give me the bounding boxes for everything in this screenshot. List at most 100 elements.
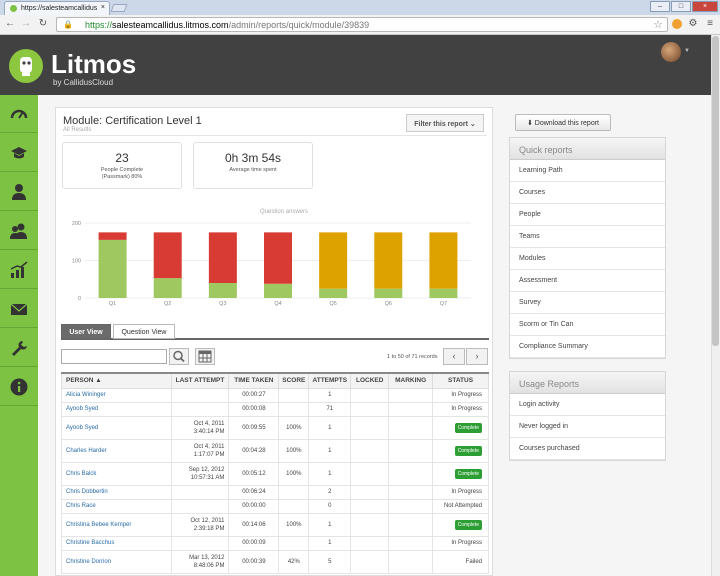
new-tab-button[interactable] xyxy=(110,4,128,12)
person-link[interactable]: Christine Bacchus xyxy=(61,535,172,551)
chevron-left-icon: ‹ xyxy=(452,351,456,361)
sidebar-item-dashboard[interactable] xyxy=(0,95,38,133)
person-link[interactable]: Ayoob Syed xyxy=(61,401,172,417)
column-header-attempts[interactable]: ATTEMPTS xyxy=(308,372,352,389)
person-link[interactable]: Chris Dobbertin xyxy=(61,484,172,500)
sidebar-item-settings[interactable] xyxy=(0,329,38,367)
score-cell xyxy=(278,387,310,403)
search-button[interactable] xyxy=(169,348,189,365)
quick-report-assessment[interactable]: Assessment xyxy=(510,270,665,292)
search-input[interactable] xyxy=(61,349,167,364)
person-link[interactable]: Christina Bebee Kemper xyxy=(61,512,172,537)
quick-report-compliance-summary[interactable]: Compliance Summary xyxy=(510,336,665,358)
quick-report-modules[interactable]: Modules xyxy=(510,248,665,270)
column-header-time-taken[interactable]: TIME TAKEN xyxy=(228,372,280,389)
sidebar-item-teams[interactable] xyxy=(0,212,38,250)
person-link[interactable]: Christine Dorrion xyxy=(61,549,172,574)
score-cell xyxy=(278,401,310,417)
bar-segment[interactable] xyxy=(264,232,292,284)
person-link[interactable]: Charles Harder xyxy=(61,438,172,463)
bar-segment[interactable] xyxy=(208,232,237,283)
bar-segment[interactable] xyxy=(429,288,458,298)
bar-segment[interactable] xyxy=(208,283,237,298)
usage-reports-panel: Usage Reports Login activity Never logged… xyxy=(509,371,666,461)
marking-cell xyxy=(388,438,434,463)
bar-segment[interactable] xyxy=(319,288,348,298)
sidebar-item-people[interactable] xyxy=(0,173,38,211)
usage-report-courses-purchased[interactable]: Courses purchased xyxy=(510,438,665,460)
attempts-cell: 1 xyxy=(308,461,352,486)
extension-icon[interactable] xyxy=(672,19,682,29)
window-maximize-button[interactable]: □ xyxy=(671,1,691,12)
bar-segment[interactable] xyxy=(98,232,127,240)
bookmark-star-icon[interactable]: ☆ xyxy=(653,19,663,31)
tab-close-icon[interactable]: × xyxy=(100,4,105,11)
sidebar-item-info[interactable] xyxy=(0,368,38,406)
settings-gear-icon[interactable]: ⚙ xyxy=(688,18,698,29)
column-header-status[interactable]: STATUS xyxy=(432,372,489,389)
forward-icon[interactable]: → xyxy=(21,18,31,29)
bar-segment[interactable] xyxy=(153,232,182,279)
bar-segment[interactable] xyxy=(429,232,458,289)
time-taken-cell: 00:06:24 xyxy=(228,484,280,500)
bar-segment[interactable] xyxy=(374,232,403,289)
last-attempt-time: 3:40:14 PM xyxy=(193,428,225,435)
prev-page-button[interactable]: ‹ xyxy=(443,348,465,365)
stat-label-line2: (Passmark) 80% xyxy=(101,174,143,180)
scrollbar-thumb[interactable] xyxy=(712,36,719,346)
quick-report-courses[interactable]: Courses xyxy=(510,182,665,204)
sidebar-item-messages[interactable] xyxy=(0,290,38,328)
url-path: /admin/reports/quick/module/39839 xyxy=(228,20,370,30)
column-header-score[interactable]: SCORE xyxy=(278,372,310,389)
quick-report-people[interactable]: People xyxy=(510,204,665,226)
bar-segment[interactable] xyxy=(153,278,182,298)
table-row: Charles Harder Oct 4, 2011 1:17:07 PM 00:04… xyxy=(61,438,489,463)
bar-segment[interactable] xyxy=(264,283,292,298)
next-page-button[interactable]: › xyxy=(466,348,488,365)
last-attempt-cell xyxy=(170,387,230,403)
person-link[interactable]: Chris Race xyxy=(61,498,172,514)
person-link[interactable]: Alicia Wininger xyxy=(61,387,172,403)
reload-icon[interactable]: ↻ xyxy=(38,18,48,29)
back-icon[interactable]: ← xyxy=(5,18,15,29)
column-header-locked[interactable]: LOCKED xyxy=(350,372,390,389)
x-tick-label: Q4 xyxy=(274,301,281,307)
sidebar-item-courses[interactable] xyxy=(0,134,38,172)
tab-question-view[interactable]: Question View xyxy=(113,324,175,339)
browser-tab[interactable]: https://salesteamcallidus × xyxy=(4,1,110,15)
tab-user-view[interactable]: User View xyxy=(61,324,111,339)
quick-report-scorm-or-tin-can[interactable]: Scorm or Tin Can xyxy=(510,314,665,336)
table-row: Ayoob Syed 00:00:08 71 In Progress xyxy=(61,401,489,417)
quick-report-survey[interactable]: Survey xyxy=(510,292,665,314)
last-attempt-cell xyxy=(170,401,230,417)
window-close-button[interactable]: × xyxy=(692,1,718,12)
usage-report-login-activity[interactable]: Login activity xyxy=(510,394,665,416)
download-report-button[interactable]: ⬇ Download this report xyxy=(515,114,611,131)
filter-report-button[interactable]: Filter this report ⌄ xyxy=(406,114,484,132)
status-badge: Complete xyxy=(454,445,482,456)
address-bar[interactable]: 🔒 https://salesteamcallidus.litmos.com/a… xyxy=(56,17,668,32)
bar-segment[interactable] xyxy=(98,239,127,298)
score-cell: 100% xyxy=(278,512,310,537)
person-link[interactable]: Chris Balck xyxy=(61,461,172,486)
sidebar-item-reports[interactable] xyxy=(0,251,38,289)
columns-button[interactable] xyxy=(195,348,215,365)
quick-report-learning-path[interactable]: Learning Path xyxy=(510,160,665,182)
menu-icon[interactable]: ≡ xyxy=(707,18,713,29)
bar-segment[interactable] xyxy=(374,288,403,298)
table-row: Christine Dorrion Mar 13, 2012 8:48:06 PM 0… xyxy=(61,549,489,574)
brand-name[interactable]: Litmos xyxy=(51,49,137,79)
view-tabs: User View Question View xyxy=(61,324,489,340)
usage-report-never-logged-in[interactable]: Never logged in xyxy=(510,416,665,438)
attempts-cell: 2 xyxy=(308,484,352,500)
quick-report-teams[interactable]: Teams xyxy=(510,226,665,248)
column-header-person[interactable]: PERSON ▲ xyxy=(61,372,172,389)
window-minimize-button[interactable]: – xyxy=(650,1,670,12)
column-header-marking[interactable]: MARKING xyxy=(388,372,434,389)
litmos-logo-icon[interactable] xyxy=(9,49,43,83)
person-link[interactable]: Ayoob Syed xyxy=(61,415,172,440)
chevron-down-icon[interactable]: ▼ xyxy=(684,48,690,54)
column-header-last-attempt[interactable]: LAST ATTEMPT xyxy=(170,372,230,389)
bar-segment[interactable] xyxy=(319,232,348,289)
user-avatar[interactable] xyxy=(661,42,681,62)
